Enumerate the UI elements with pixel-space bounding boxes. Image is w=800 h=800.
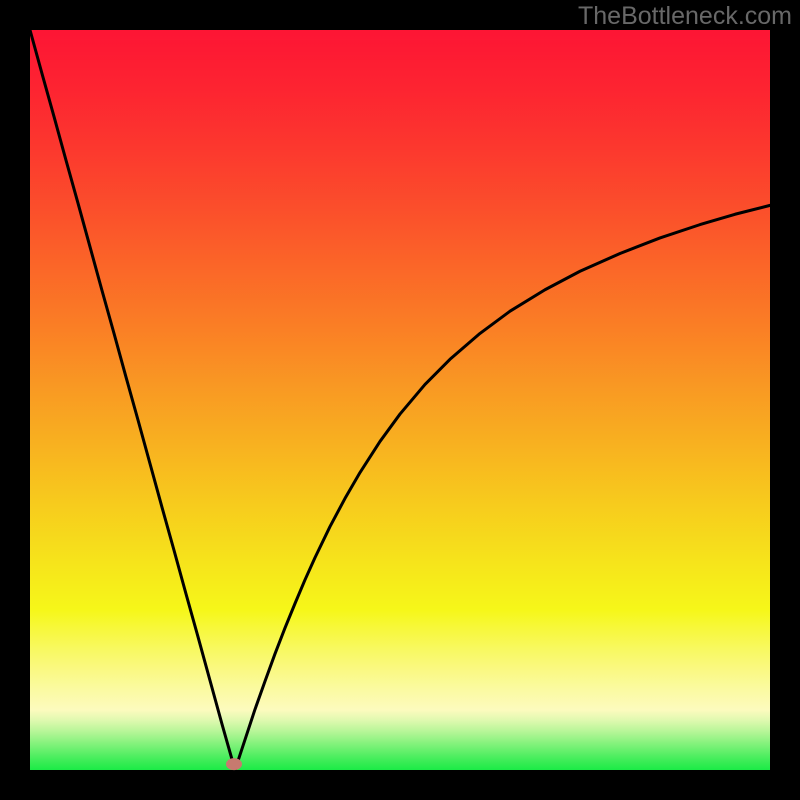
optimal-point-marker xyxy=(226,758,242,770)
chart-background xyxy=(30,30,770,770)
chart-container: TheBottleneck.com xyxy=(0,0,800,800)
watermark-text: TheBottleneck.com xyxy=(578,2,792,31)
bottleneck-chart xyxy=(0,0,800,800)
